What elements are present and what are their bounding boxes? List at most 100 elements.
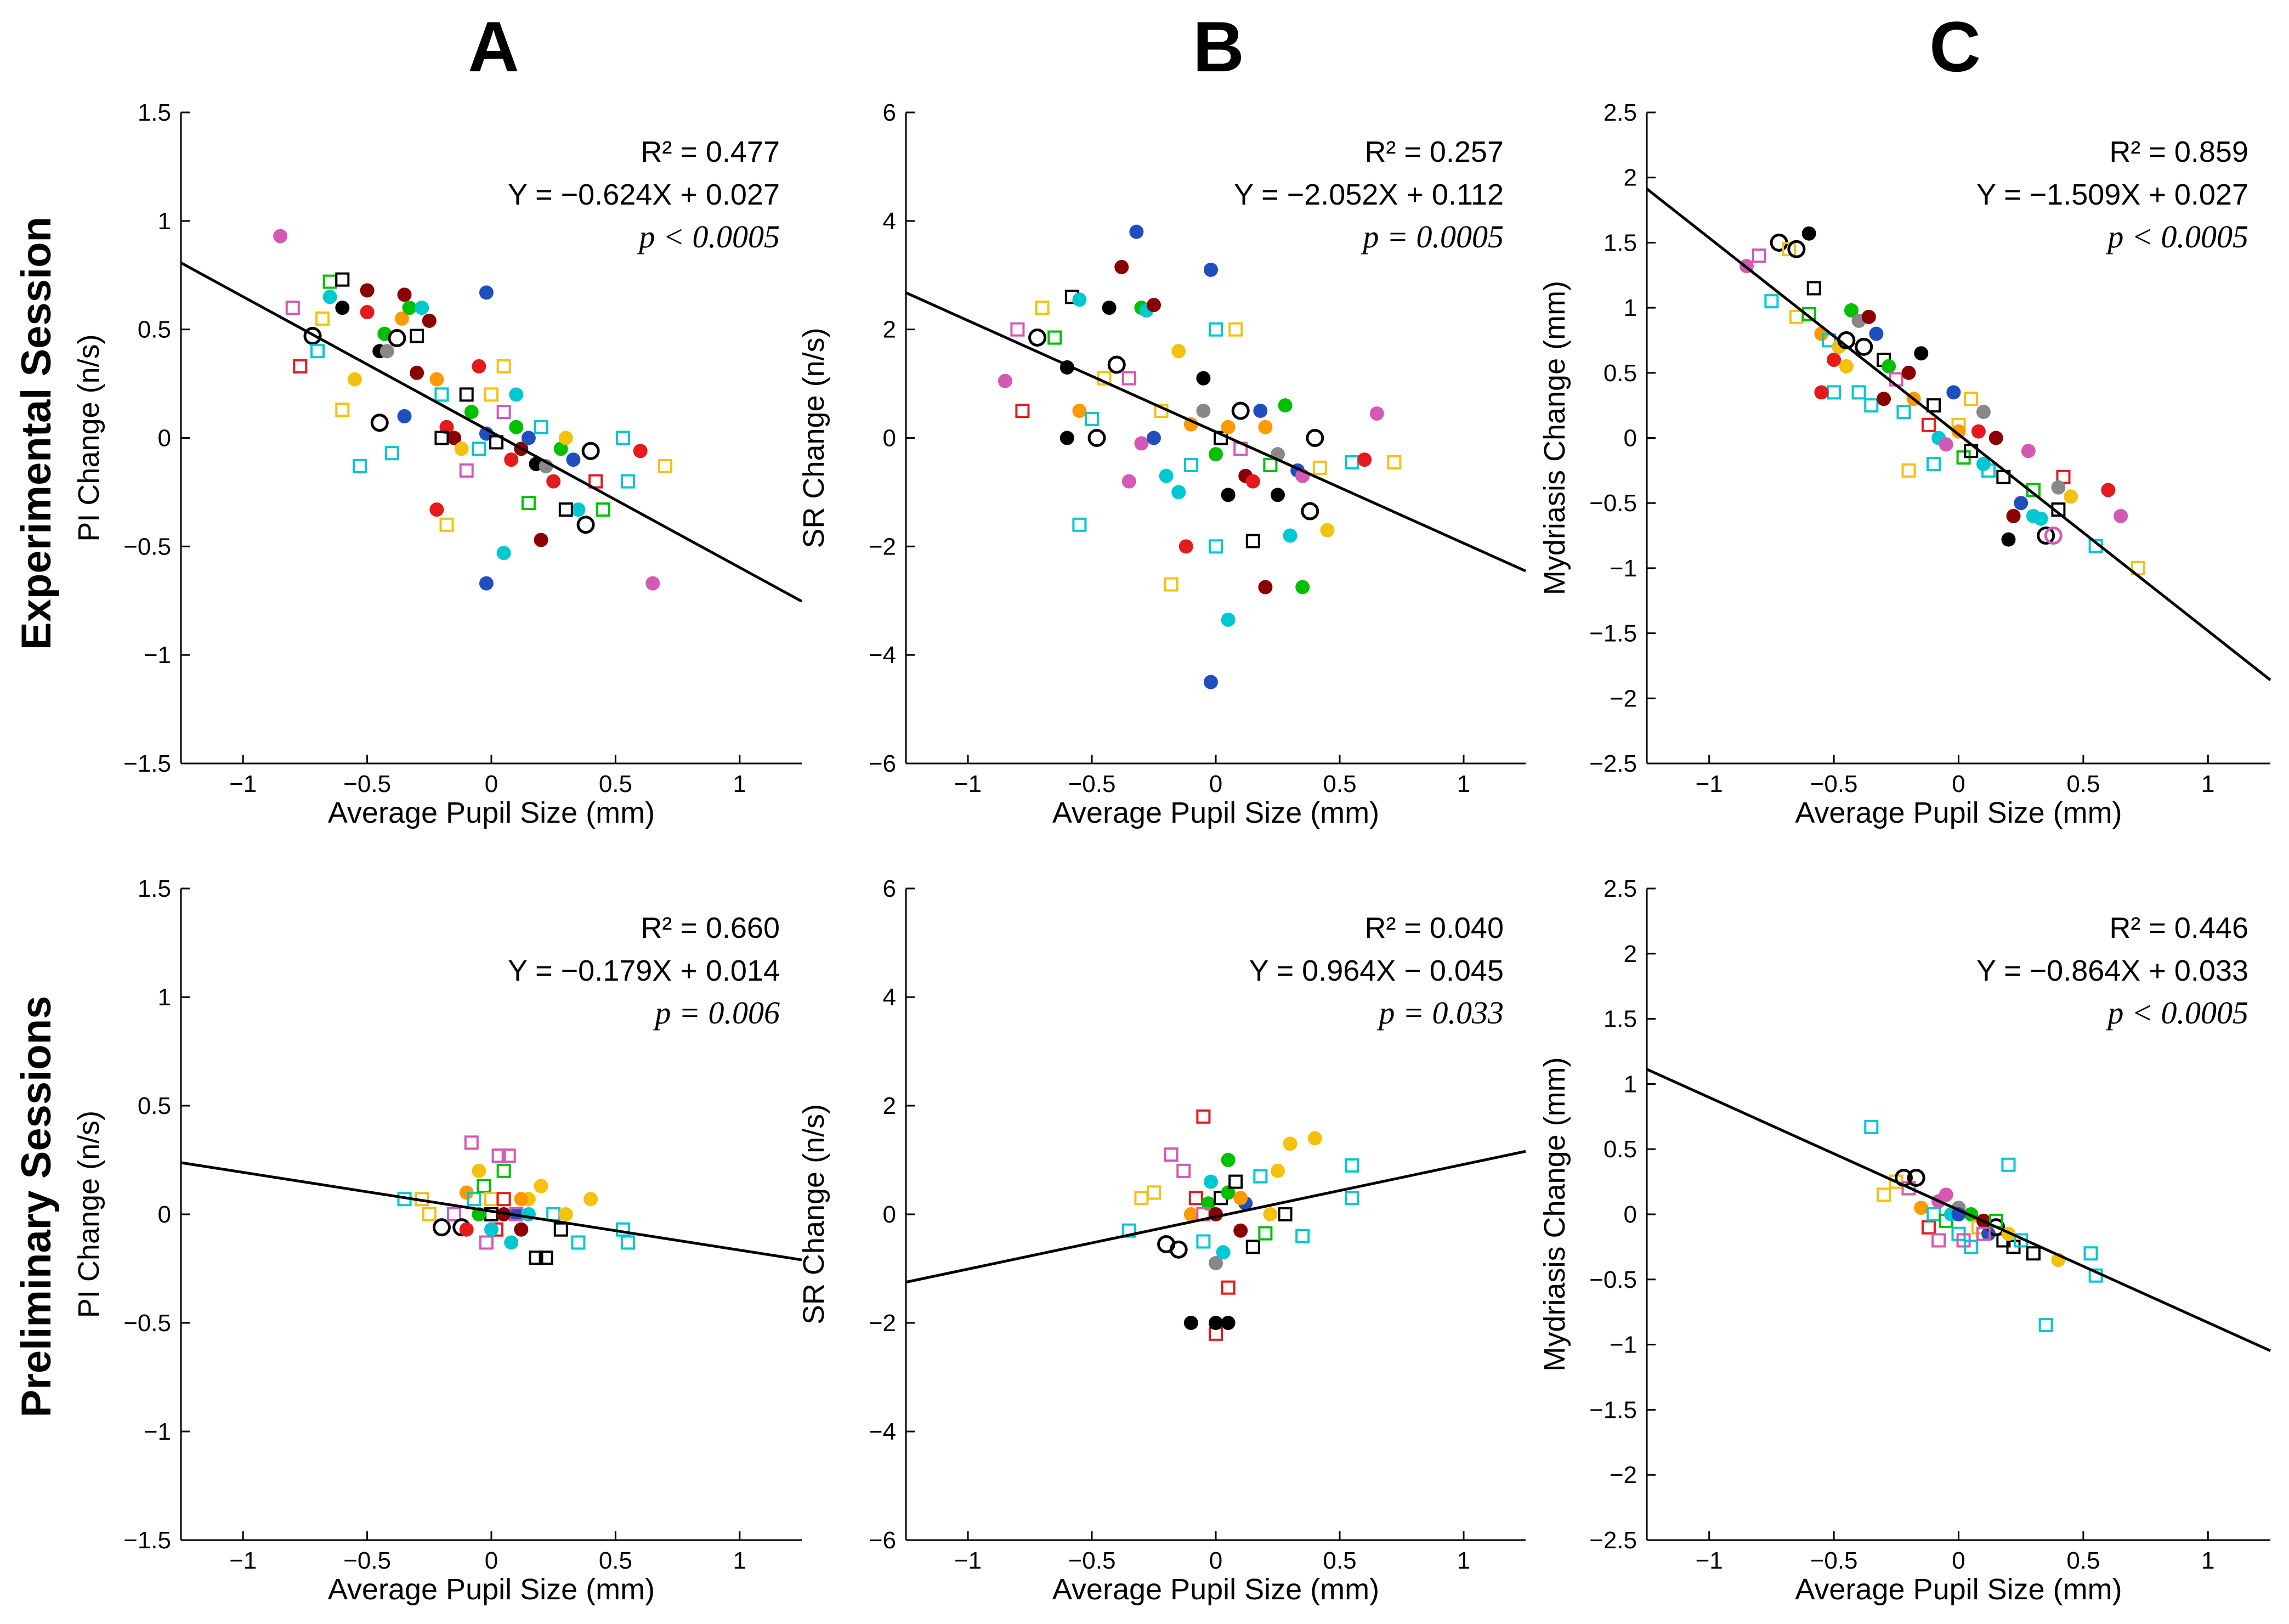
y-tick-label: 1.5 [138, 875, 171, 902]
y-tick-label: −1.5 [123, 1527, 171, 1554]
x-tick-label: 0.5 [599, 771, 632, 797]
data-point [596, 502, 610, 517]
data-point [1921, 417, 1936, 432]
x-tick-label: 0 [485, 771, 498, 797]
data-point [322, 290, 337, 304]
data-point [1861, 309, 1876, 324]
data-point [1129, 224, 1144, 239]
data-point [1864, 398, 1879, 413]
data-point [1345, 1158, 1359, 1173]
y-tick-label: 6 [883, 875, 896, 902]
data-point [1263, 1207, 1278, 1221]
data-point [2064, 489, 2078, 504]
data-point [1295, 1229, 1310, 1243]
data-point [1931, 1233, 1946, 1248]
data-point [2038, 1317, 2053, 1332]
data-point [1301, 502, 1319, 520]
y-tick-label: 0 [158, 1201, 171, 1228]
data-point [1369, 406, 1384, 421]
data-point [1914, 1201, 1929, 1215]
data-point [273, 229, 288, 244]
data-point [1306, 429, 1324, 447]
y-tick-label: −2 [1610, 1462, 1637, 1489]
data-point [1015, 404, 1030, 418]
data-point [472, 442, 486, 456]
data-point [1253, 404, 1268, 418]
y-tick-label: −1 [144, 1418, 171, 1445]
data-point [1312, 460, 1327, 475]
data-point [1209, 539, 1223, 554]
data-point [2006, 508, 2021, 523]
data-point [1864, 1119, 1879, 1134]
data-point [429, 372, 444, 387]
y-tick-label: −1.5 [1589, 1396, 1637, 1423]
data-point [484, 1192, 498, 1207]
data-point [1283, 528, 1298, 543]
data-point [1147, 1185, 1161, 1200]
data-point [558, 502, 573, 517]
data-point [315, 311, 330, 326]
data-point [1939, 437, 1953, 452]
data-point [402, 301, 417, 315]
scatter-panel-pre-A: −1 −0.5 0 0.5 1 −1.5 −1 −0.5 0 0.5 1 1.5 Average Pup… [72, 875, 802, 1606]
data-point [1387, 455, 1402, 470]
data-point [1164, 577, 1179, 592]
x-tick-label: 1 [2201, 1547, 2214, 1574]
data-point [1295, 580, 1310, 595]
data-point [1806, 281, 1821, 296]
data-point [496, 359, 511, 374]
data-point [394, 311, 409, 326]
data-point [459, 387, 474, 402]
data-point [501, 1148, 516, 1163]
data-point [1114, 259, 1129, 274]
data-point [514, 1192, 529, 1207]
x-tick-label: 0 [1209, 771, 1222, 797]
data-point [1981, 463, 1996, 478]
data-point [439, 517, 454, 532]
y-tick-label: −6 [869, 750, 896, 777]
data-point [1233, 1191, 1248, 1206]
data-point [645, 576, 660, 591]
data-point [581, 442, 600, 460]
data-point [998, 374, 1012, 388]
data-point [1121, 474, 1136, 489]
data-point [529, 1250, 543, 1265]
data-point [558, 431, 573, 445]
y-tick-label: 4 [883, 208, 896, 235]
x-axis-label: Average Pupil Size (mm) [1795, 796, 2122, 829]
r-squared-label: R² = 0.477 [641, 135, 780, 168]
data-point [293, 359, 308, 374]
p-value-label: p < 0.0005 [2105, 219, 2248, 254]
p-value-label: p = 0.006 [653, 995, 780, 1031]
p-value-label: p < 0.0005 [637, 219, 780, 254]
x-tick-label: −0.5 [1810, 771, 1858, 797]
data-point [1171, 344, 1186, 359]
data-point [432, 1218, 451, 1237]
regression-line [180, 262, 803, 603]
x-tick-label: −1 [1696, 1547, 1723, 1574]
x-tick-label: −1 [229, 1547, 257, 1574]
data-point [1787, 240, 1806, 258]
data-point [1176, 1163, 1191, 1178]
data-point [1188, 1191, 1203, 1206]
data-point [459, 463, 474, 478]
column-letter-c: C [1929, 7, 1981, 87]
data-point [1107, 355, 1126, 374]
data-point [1087, 429, 1106, 447]
data-point [1231, 401, 1250, 420]
data-point [1822, 333, 1837, 348]
data-point [1971, 424, 1986, 439]
y-tick-label: 2.5 [1604, 875, 1637, 902]
x-tick-label: 1 [733, 771, 746, 797]
data-point [447, 431, 462, 445]
y-tick-label: 0 [883, 425, 896, 452]
data-point [1183, 417, 1198, 432]
data-point [1357, 452, 1372, 467]
regression-equation-label: Y = −0.624X + 0.027 [508, 178, 780, 211]
y-axis-label: PI Change (n/s) [72, 334, 105, 541]
data-point [1844, 303, 1859, 318]
data-point [2114, 508, 2128, 523]
data-point [1201, 1196, 1216, 1211]
y-tick-label: 1.5 [1604, 1006, 1637, 1033]
